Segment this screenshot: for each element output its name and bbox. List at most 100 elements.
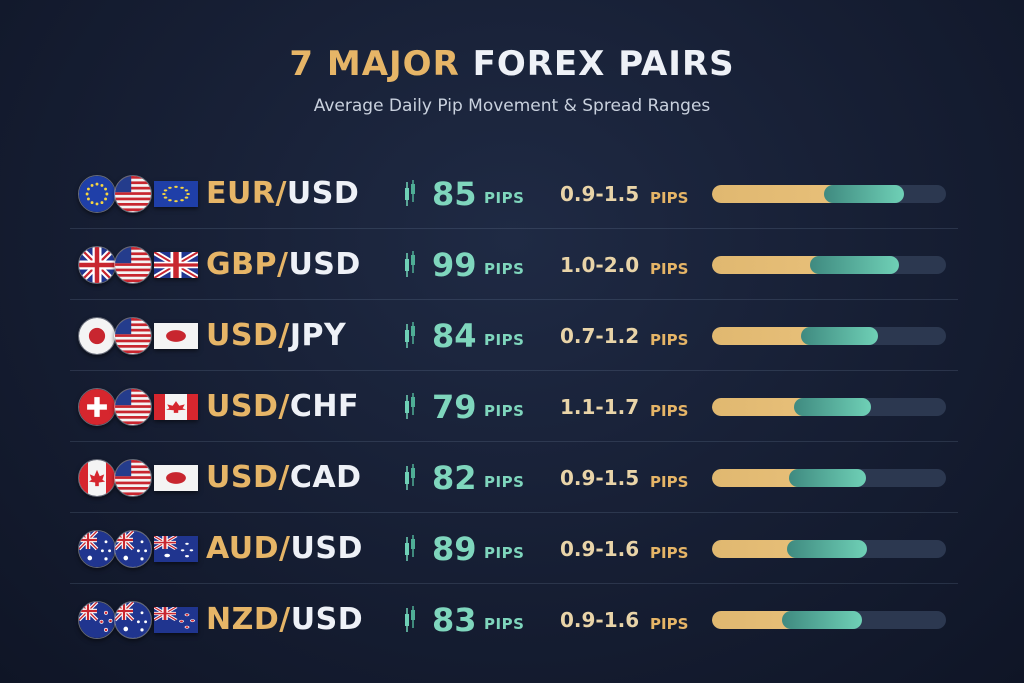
daily-pips-value: 89 <box>432 530 477 568</box>
canada-flag-icon <box>154 394 198 420</box>
australia-flag-icon <box>114 530 152 568</box>
spread-unit: PIPS <box>650 189 689 207</box>
spread-bar-teal-fill <box>801 327 878 345</box>
pair-row: NZD/USD 83 PIPS 0.9-1.6 PIPS <box>70 584 958 654</box>
pair-row: GBP/USD 99 PIPS 1.0-2.0 PIPS <box>70 229 958 300</box>
pairs-list: EUR/USD 85 PIPS 0.9-1.5 PIPS GBP/USD <box>70 158 958 654</box>
new-zealand-flag-icon <box>78 601 116 639</box>
uk-flag-icon <box>78 246 116 284</box>
spread-unit: PIPS <box>650 260 689 278</box>
daily-pips-unit: PIPS <box>484 331 525 349</box>
daily-pips-value: 82 <box>432 459 477 497</box>
pair-name: EUR/USD <box>206 176 359 211</box>
pair-base: NZD/ <box>206 602 291 637</box>
candlestick-icon <box>405 180 415 206</box>
spread-range: 0.9-1.5 <box>560 466 640 490</box>
pair-name: GBP/USD <box>206 247 361 282</box>
spread-range: 0.9-1.6 <box>560 537 640 561</box>
pair-base: EUR/ <box>206 176 287 211</box>
pair-name: AUD/USD <box>206 531 363 566</box>
pair-quote: CAD <box>289 460 362 495</box>
us-flag-icon <box>114 388 152 426</box>
spread-unit: PIPS <box>650 331 689 349</box>
us-flag-icon <box>114 246 152 284</box>
pair-row: USD/CHF 79 PIPS 1.1-1.7 PIPS <box>70 371 958 442</box>
daily-pips-unit: PIPS <box>484 615 525 633</box>
spread-bar-gold-fill <box>712 256 841 274</box>
spread-range: 0.9-1.5 <box>560 182 640 206</box>
spread-bar-gold-fill <box>712 398 817 416</box>
spread-bar-gold-fill <box>712 327 829 345</box>
daily-pips-value: 83 <box>432 601 477 639</box>
flag-group <box>78 530 198 568</box>
flag-group <box>78 459 198 497</box>
pair-base: USD/ <box>206 318 290 353</box>
eu-flag-icon <box>78 175 116 213</box>
pair-row: EUR/USD 85 PIPS 0.9-1.5 PIPS <box>70 158 958 229</box>
pair-name: NZD/USD <box>206 602 363 637</box>
candlestick-icon <box>405 393 415 419</box>
spread-bar-teal-fill <box>782 611 862 629</box>
spread-range: 1.0-2.0 <box>560 253 640 277</box>
spread-range: 0.7-1.2 <box>560 324 640 348</box>
pair-quote: JPY <box>289 318 347 353</box>
japan-flag-icon <box>154 323 198 349</box>
candlestick-icon <box>405 464 415 490</box>
japan-flag-icon <box>154 465 198 491</box>
pair-quote: USD <box>286 176 360 211</box>
daily-pips-value: 99 <box>432 246 477 284</box>
daily-pips-unit: PIPS <box>484 189 525 207</box>
flag-group <box>78 388 198 426</box>
spread-unit: PIPS <box>650 473 689 491</box>
title-highlight: 7 MAJOR <box>289 44 460 84</box>
spread-bar-teal-fill <box>789 469 866 487</box>
page-subtitle: Average Daily Pip Movement & Spread Rang… <box>313 96 711 116</box>
flag-group <box>78 601 198 639</box>
spread-bar-teal-fill <box>810 256 899 274</box>
spread-bar <box>712 469 946 487</box>
spread-bar <box>712 540 946 558</box>
pair-name: USD/CHF <box>206 389 359 424</box>
candlestick-icon <box>405 535 415 561</box>
spread-bar <box>712 611 946 629</box>
pair-row: AUD/USD 89 PIPS 0.9-1.6 PIPS <box>70 513 958 584</box>
pair-base: AUD/ <box>206 531 291 566</box>
australia-flag-icon <box>154 536 198 562</box>
candlestick-icon <box>405 251 415 277</box>
pair-base: USD/ <box>206 389 290 424</box>
flag-group <box>78 175 198 213</box>
daily-pips-unit: PIPS <box>484 544 525 562</box>
spread-bar-teal-fill <box>824 185 904 203</box>
daily-pips-unit: PIPS <box>484 473 525 491</box>
pair-quote: USD <box>288 247 361 282</box>
pair-quote: CHF <box>289 389 359 424</box>
pair-base: GBP/ <box>206 247 289 282</box>
flag-group <box>78 246 198 284</box>
daily-pips-value: 85 <box>432 175 477 213</box>
page-title: 7 MAJOR FOREX PAIRS <box>0 44 1024 84</box>
us-flag-icon <box>114 317 152 355</box>
pair-quote: USD <box>290 602 364 637</box>
japan-flag-icon <box>78 317 116 355</box>
daily-pips-unit: PIPS <box>484 260 525 278</box>
title-rest: FOREX PAIRS <box>472 44 735 84</box>
spread-unit: PIPS <box>650 615 689 633</box>
australia-flag-icon <box>78 530 116 568</box>
header: 7 MAJOR FOREX PAIRS Average Daily Pip Mo… <box>0 44 1024 116</box>
pair-row: USD/JPY 84 PIPS 0.7-1.2 PIPS <box>70 300 958 371</box>
new-zealand-flag-icon <box>154 607 198 633</box>
spread-bar-teal-fill <box>794 398 871 416</box>
pair-base: USD/ <box>206 460 290 495</box>
australia-flag-icon <box>114 601 152 639</box>
spread-range: 0.9-1.6 <box>560 608 640 632</box>
uk-flag-icon <box>154 252 198 278</box>
spread-unit: PIPS <box>650 402 689 420</box>
canada-flag-icon <box>78 459 116 497</box>
us-flag-icon <box>114 459 152 497</box>
swiss-flag-icon <box>78 388 116 426</box>
spread-unit: PIPS <box>650 544 689 562</box>
spread-bar-teal-fill <box>787 540 867 558</box>
candlestick-icon <box>405 322 415 348</box>
daily-pips-value: 84 <box>432 317 477 355</box>
spread-range: 1.1-1.7 <box>560 395 640 419</box>
